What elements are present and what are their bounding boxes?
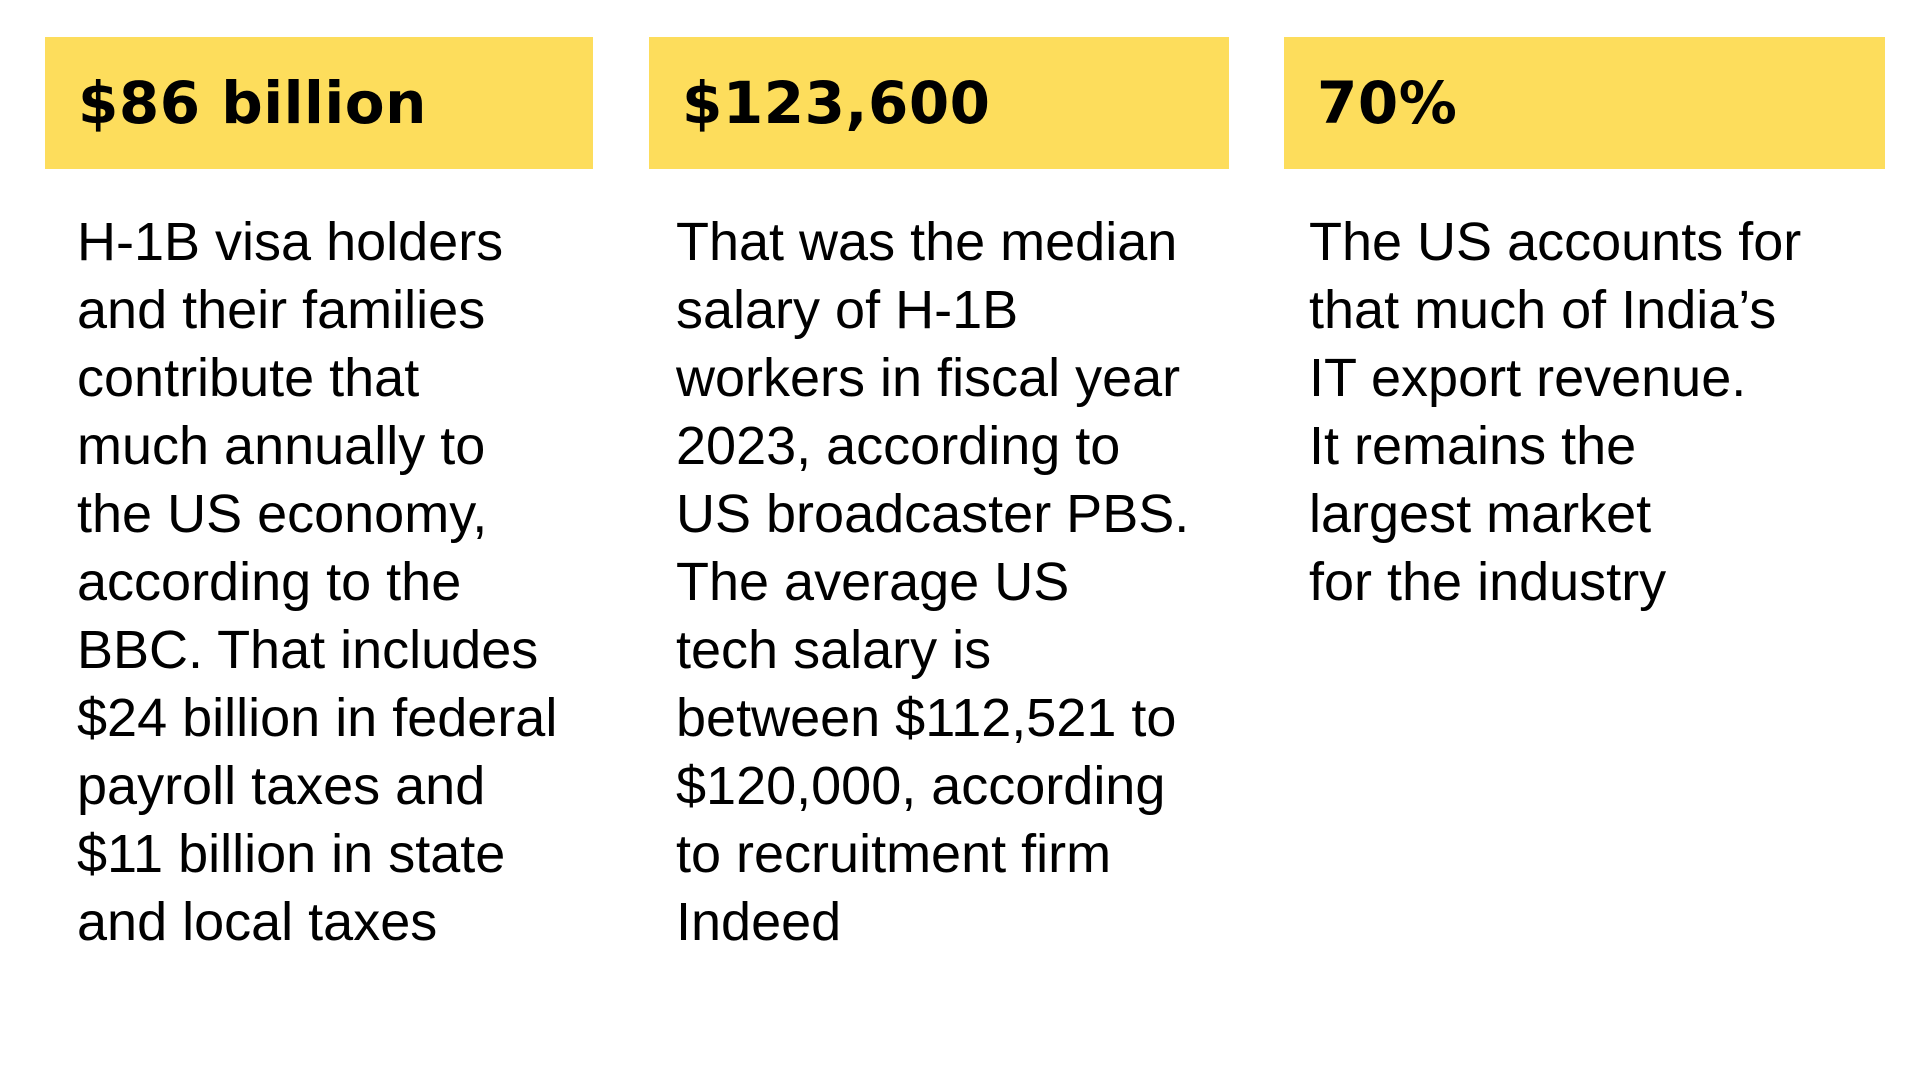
stat-description: That was the median salary of H-1B worke… (676, 208, 1229, 956)
description-line: salary of H-1B (676, 280, 1019, 340)
description-line: The US accounts for (1309, 212, 1802, 272)
description-line: and local taxes (77, 892, 438, 952)
stat-value: $86 billion (78, 69, 427, 137)
description-line: Indeed (676, 892, 842, 952)
description-line: 2023, according to (676, 416, 1121, 476)
stat-card-86-billion: $86 billion H-1B visa holders and their … (45, 37, 593, 956)
description-line: BBC. That includes (77, 620, 539, 680)
description-line: contribute that (77, 348, 420, 408)
description-line: to recruitment firm (676, 824, 1112, 884)
stat-value: 70% (1317, 69, 1458, 137)
description-line: IT export revenue. (1309, 348, 1747, 408)
description-line: for the industry (1309, 552, 1667, 612)
description-line: the US economy, (77, 484, 488, 544)
description-line: US broadcaster PBS. (676, 484, 1190, 544)
stat-description: H-1B visa holders and their families con… (77, 208, 593, 956)
stat-description: The US accounts for that much of India’s… (1309, 208, 1885, 616)
description-line: tech salary is (676, 620, 992, 680)
stat-banner: $123,600 (649, 37, 1229, 169)
description-line: that much of India’s (1309, 280, 1777, 340)
description-line: $120,000, according (676, 756, 1166, 816)
description-line: payroll taxes and (77, 756, 486, 816)
stat-banner: $86 billion (45, 37, 593, 169)
description-line: It remains the (1309, 416, 1637, 476)
description-line: The average US (676, 552, 1070, 612)
stat-banner: 70% (1284, 37, 1885, 169)
stat-value: $123,600 (682, 69, 991, 137)
description-line: and their families (77, 280, 486, 340)
description-line: much annually to (77, 416, 486, 476)
description-line: That was the median (676, 212, 1178, 272)
stat-card-123600: $123,600 That was the median salary of H… (649, 37, 1229, 956)
description-line: between $112,521 to (676, 688, 1177, 748)
stat-card-70-percent: 70% The US accounts for that much of Ind… (1284, 37, 1885, 616)
description-line: workers in fiscal year (676, 348, 1181, 408)
description-line: largest market (1309, 484, 1652, 544)
description-line: $11 billion in state (77, 824, 506, 884)
description-line: $24 billion in federal (77, 688, 558, 748)
description-line: according to the (77, 552, 462, 612)
description-line: H-1B visa holders (77, 212, 504, 272)
